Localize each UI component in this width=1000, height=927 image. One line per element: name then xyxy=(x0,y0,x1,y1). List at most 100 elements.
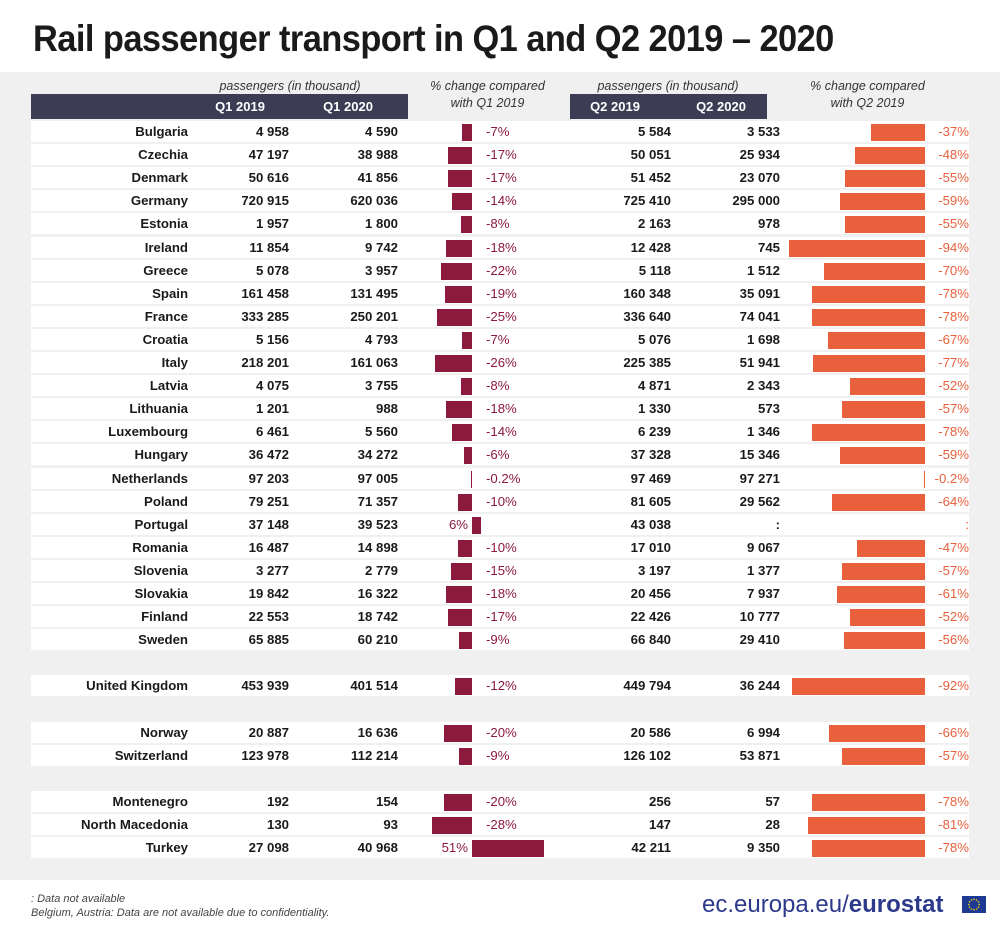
q1-change-label: -15% xyxy=(486,562,517,578)
table-row: Switzerland 123 978 112 214 126 102 53 871 -9… xyxy=(31,744,969,766)
q1-2020-value: 16 636 xyxy=(357,724,398,740)
q2-change-bar xyxy=(839,447,925,465)
q2-change-label: -56% xyxy=(938,632,969,648)
q2-2019-value: 22 426 xyxy=(630,609,671,625)
q2-change-bar xyxy=(855,147,925,165)
table-row: Italy 218 201 161 063 225 385 51 941 -26% -77% xyxy=(31,352,969,373)
eurostat-link[interactable]: ec.europa.eu/eurostat xyxy=(702,891,943,919)
q1-2020-value: 41 856 xyxy=(357,170,398,186)
q1-2020-value: 16 322 xyxy=(357,586,398,601)
q2-2020-value: 35 091 xyxy=(739,285,780,301)
country-label: Netherlands xyxy=(111,470,188,486)
q2-change-label: -57% xyxy=(938,401,969,417)
flag-star xyxy=(970,899,973,901)
page-title: Rail passenger transport in Q1 and Q2 20… xyxy=(33,18,834,59)
q1-change-label: -20% xyxy=(486,724,517,740)
country-label: Germany xyxy=(130,193,188,209)
q1-2020-value: 40 968 xyxy=(357,840,398,856)
country-label: Poland xyxy=(144,493,188,509)
q1-change-bar xyxy=(459,632,472,650)
table-row: Latvia 4 075 3 755 4 871 2 343 -8% -52% xyxy=(31,375,969,397)
change-q2-header-line2: with Q2 2019 xyxy=(830,96,905,110)
q1-2019-column-header: Q1 2019 xyxy=(215,99,265,114)
q2-2020-value: 573 xyxy=(757,401,780,417)
q1-change-label: 51% xyxy=(441,840,468,856)
q2-change-label: -66% xyxy=(938,724,969,740)
q2-change-bar xyxy=(832,493,925,511)
q2-2020-value: 10 777 xyxy=(739,609,780,625)
q1-2020-value: 250 201 xyxy=(350,308,398,324)
table-row: Bulgaria 4 958 4 590 5 584 3 533 -7% -37% xyxy=(31,121,969,142)
q2-change-label: -67% xyxy=(938,331,969,347)
q1-2020-value: 34 272 xyxy=(357,447,398,463)
q2-2019-value: 725 410 xyxy=(623,193,671,209)
q2-2020-value: 1 512 xyxy=(746,262,780,278)
q2-change-bar xyxy=(788,239,925,257)
q1-change-bar xyxy=(447,170,472,188)
country-label: Turkey xyxy=(145,840,188,856)
q1-change-bar xyxy=(443,793,472,811)
country-label: Bulgaria xyxy=(135,124,188,139)
flag-star xyxy=(970,908,973,910)
country-label: Sweden xyxy=(138,632,188,648)
q2-change-label: -78% xyxy=(938,285,969,301)
q2-2019-value: 1 330 xyxy=(637,401,671,417)
q2-change-bar xyxy=(811,793,925,811)
country-label: Latvia xyxy=(149,378,188,394)
q2-change-label: -52% xyxy=(938,378,969,394)
eu-flag-icon xyxy=(962,896,986,913)
footnote-confidentiality: Belgium, Austria: Data are not available… xyxy=(31,907,330,919)
country-label: Croatia xyxy=(142,331,188,347)
q1-2020-value: 9 742 xyxy=(364,239,398,255)
table-row: Ireland 11 854 9 742 12 428 745 -18% -94% xyxy=(31,236,969,258)
q2-change-bar xyxy=(823,262,925,280)
q1-2019-value: 123 978 xyxy=(241,747,289,763)
q1-2020-column-header: Q1 2020 xyxy=(323,99,373,114)
q1-2019-value: 36 472 xyxy=(248,447,289,463)
table-row: Germany 720 915 620 036 725 410 295 000 -14% -… xyxy=(31,190,969,212)
q2-2019-value: 81 605 xyxy=(630,493,671,509)
country-label: Switzerland xyxy=(114,747,188,763)
q2-2020-value: 7 937 xyxy=(746,586,780,601)
q2-change-bar xyxy=(849,609,925,627)
q1-2019-value: 161 458 xyxy=(241,285,289,301)
q1-2020-value: 3 755 xyxy=(364,378,398,394)
q2-change-label: -47% xyxy=(938,539,969,555)
q2-change-label: -48% xyxy=(938,147,969,163)
q2-2020-value: 28 xyxy=(765,817,780,832)
q1-change-bar xyxy=(452,424,472,442)
q2-2020-value: 745 xyxy=(757,239,780,255)
q2-2019-value: 50 051 xyxy=(630,147,671,163)
q2-2019-value: 160 348 xyxy=(623,285,671,301)
q1-2020-value: 154 xyxy=(375,793,398,809)
q1-change-bar xyxy=(455,678,472,696)
q2-2019-value: 5 118 xyxy=(638,262,671,278)
q2-change-label: : xyxy=(965,516,969,532)
flag-star xyxy=(973,898,975,901)
q2-header-bar xyxy=(570,94,767,119)
country-label: Slovenia xyxy=(133,562,188,578)
table-row: Croatia 5 156 4 793 5 076 1 698 -7% -67% xyxy=(31,328,969,350)
q1-change-label: -9% xyxy=(486,747,510,763)
q2-change-label: -81% xyxy=(938,817,969,832)
q1-2019-value: 20 887 xyxy=(248,724,289,740)
q1-2019-value: 11 854 xyxy=(249,239,289,255)
q1-change-label: -25% xyxy=(486,308,517,324)
q2-2020-value: 9 350 xyxy=(746,840,780,856)
q1-2020-value: 988 xyxy=(375,401,398,417)
country-label: Lithuania xyxy=(129,401,188,417)
country-label: Estonia xyxy=(140,216,188,232)
q2-change-bar xyxy=(811,840,925,858)
q1-change-label: -17% xyxy=(486,147,517,163)
flag-star xyxy=(975,899,978,901)
change-q2-header: % change compared with Q2 2019 xyxy=(790,78,945,112)
q1-change-bar xyxy=(446,401,472,419)
q2-change-bar xyxy=(829,724,925,742)
q2-2020-value: 2 343 xyxy=(746,378,780,394)
q1-2020-value: 1 800 xyxy=(364,216,398,232)
q2-change-label: -78% xyxy=(938,308,969,324)
q2-2020-value: 97 271 xyxy=(739,470,780,486)
q1-change-bar xyxy=(462,124,472,141)
q2-change-bar xyxy=(842,401,925,419)
